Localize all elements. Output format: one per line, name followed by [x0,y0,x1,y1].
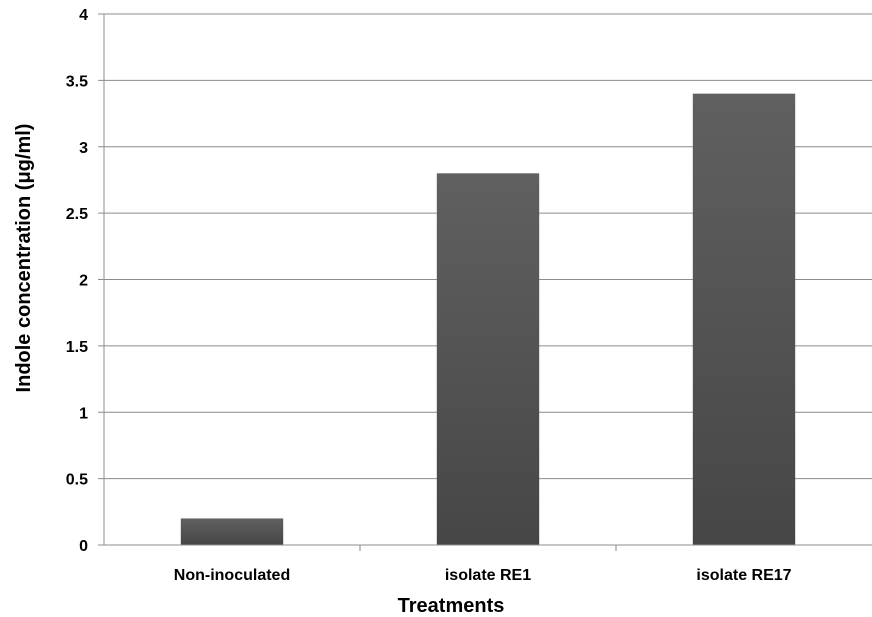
bar [180,518,284,545]
bars [180,93,796,546]
x-tick-label: isolate RE1 [445,567,531,584]
y-tick-label: 1 [79,405,88,422]
y-tick-label: 2.5 [66,206,88,223]
axes [103,14,872,546]
x-tick-label: isolate RE17 [696,567,791,584]
x-axis-title: Treatments [398,595,505,617]
y-tick-label: 3 [79,140,88,157]
y-tick-label: 0.5 [66,472,88,489]
y-tick-label: 0 [79,538,88,555]
y-tick-label: 4 [79,7,88,24]
y-tick-label: 1.5 [66,339,88,356]
y-axis-title: Indole concentration (μg/ml) [13,124,35,393]
y-tick-label: 3.5 [66,73,88,90]
bar [436,173,540,546]
x-tick-labels: Non-inoculated isolate RE1 isolate RE17 [174,545,792,584]
bar [692,93,796,546]
x-tick-label: Non-inoculated [174,567,290,584]
y-tick-labels: 0 0.5 1 1.5 2 2.5 3 3.5 4 [66,7,88,555]
y-tick-label: 2 [79,273,88,290]
